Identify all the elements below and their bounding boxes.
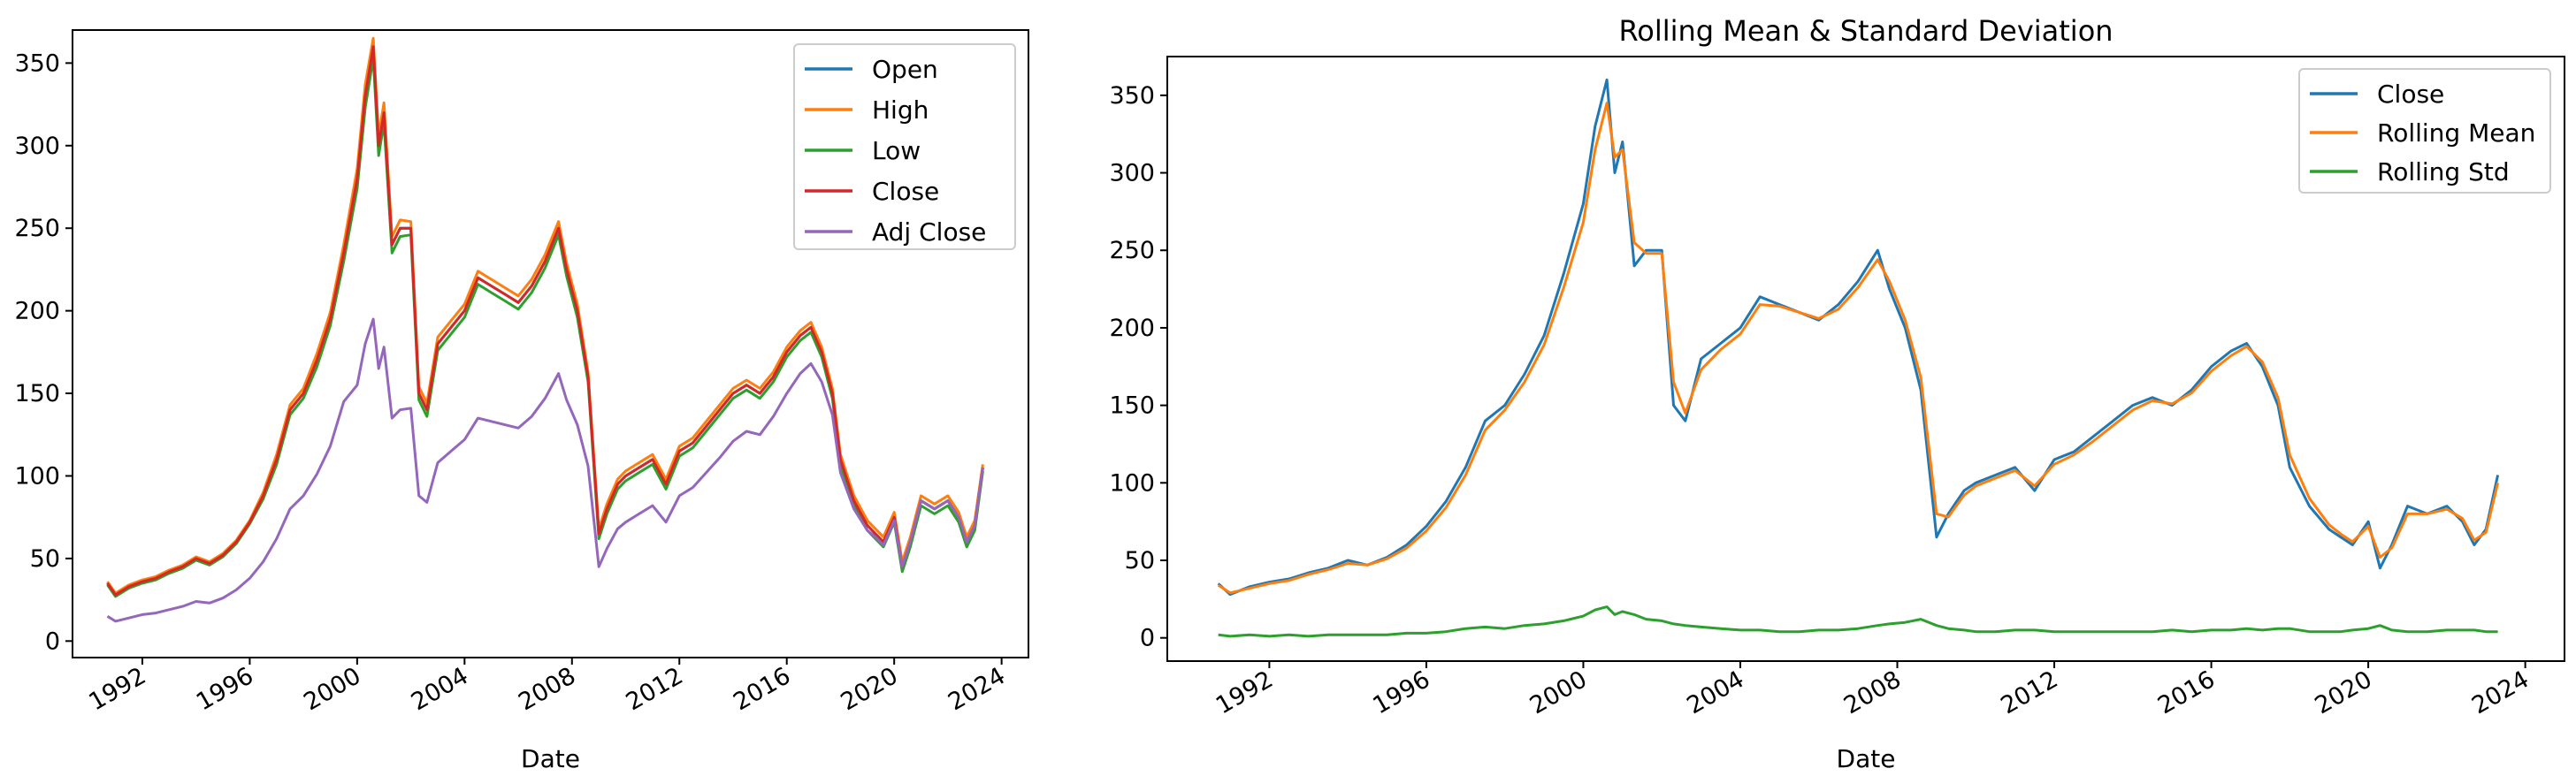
x-tick-label: 1996 [192, 662, 258, 716]
x-tick-label: 1992 [1212, 666, 1278, 719]
right-x-axis-label: Date [1837, 744, 1896, 773]
legend-label: Close [872, 177, 939, 206]
legend-label: Close [2377, 80, 2444, 109]
right-chart-title: Rolling Mean & Standard Deviation [1618, 14, 2113, 48]
x-tick-label: 2020 [837, 662, 903, 716]
series-line-rolling-std [1218, 605, 2498, 638]
left-chart-frame [72, 29, 1029, 658]
x-tick-label: 2008 [514, 662, 580, 716]
x-tick-label: 1996 [1368, 666, 1434, 719]
legend-label: Low [872, 136, 921, 165]
right-chart-lines [1217, 78, 2500, 638]
y-tick-label: 300 [1109, 160, 1155, 187]
y-tick-label: 50 [30, 545, 60, 573]
legend-label: Rolling Mean [2377, 118, 2535, 148]
legend-label: Adj Close [872, 217, 986, 247]
left-chart-lines [106, 36, 984, 623]
x-tick-label: 2020 [2311, 666, 2377, 719]
y-tick-label: 200 [1109, 315, 1155, 342]
x-tick-label: 2012 [1997, 666, 2063, 719]
x-tick-label: 2004 [407, 662, 473, 716]
series-line-high [106, 36, 984, 595]
y-tick-label: 100 [1109, 469, 1155, 497]
legend-box [793, 43, 1016, 250]
right-chart: Rolling Mean & Standard Deviation 0 50 100… [1109, 14, 2565, 773]
y-tick-label: 250 [14, 215, 60, 242]
y-tick-label: 200 [14, 298, 60, 325]
y-tick-label: 150 [1109, 392, 1155, 420]
legend-label: High [872, 95, 929, 125]
y-tick-label: 100 [14, 462, 60, 490]
x-tick-label: 2012 [622, 662, 688, 716]
x-tick-label: 2004 [1682, 666, 1748, 719]
x-tick-label: 2000 [1525, 666, 1592, 719]
x-tick-label: 2016 [729, 662, 795, 716]
y-tick-label: 0 [45, 628, 60, 655]
x-tick-label: 2008 [1839, 666, 1906, 719]
left-legend: Open High Low Close Adj Close [793, 43, 1016, 250]
y-tick-label: 250 [1109, 237, 1155, 264]
y-tick-label: 350 [14, 49, 60, 77]
x-tick-label: 1992 [84, 662, 150, 716]
legend-label: Open [872, 55, 938, 84]
left-x-axis-label: Date [521, 744, 580, 773]
series-line-close [106, 45, 984, 597]
series-line-adj-close [106, 317, 984, 623]
series-line-rolling-mean [1217, 102, 2500, 595]
x-tick-label: 2000 [299, 662, 365, 716]
series-line-close [1217, 78, 2500, 597]
x-tick-label: 2024 [944, 662, 1010, 716]
x-tick-label: 2016 [2153, 666, 2220, 719]
y-tick-label: 300 [14, 133, 60, 160]
y-tick-label: 50 [1125, 547, 1155, 574]
y-tick-label: 150 [14, 380, 60, 407]
x-tick-label: 2024 [2467, 666, 2534, 719]
left-chart: 0 50 100 150 200 250 300 350 1992 1996 2000 2004 200… [14, 29, 1029, 773]
y-tick-label: 0 [1140, 625, 1155, 652]
right-legend: Close Rolling Mean Rolling Std [2298, 68, 2551, 194]
legend-label: Rolling Std [2377, 157, 2510, 186]
right-chart-frame [1166, 56, 2565, 662]
legend-box [2298, 68, 2551, 194]
y-tick-label: 350 [1109, 82, 1155, 110]
